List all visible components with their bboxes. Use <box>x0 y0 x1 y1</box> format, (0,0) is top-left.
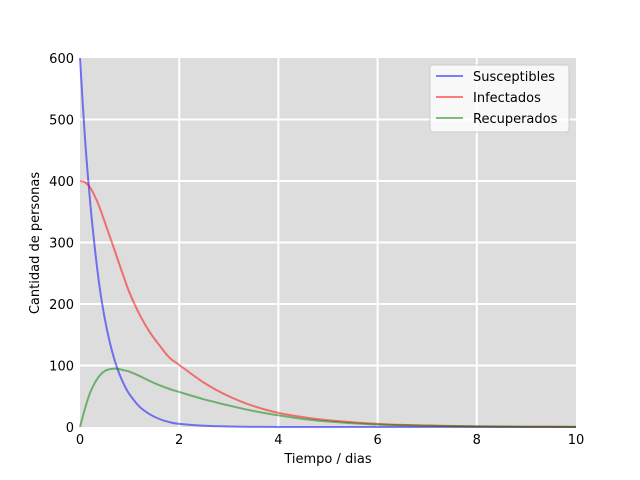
y-axis-label: Cantidad de personas <box>28 172 43 315</box>
x-tick-label: 2 <box>175 433 183 448</box>
x-tick-label: 8 <box>473 433 481 448</box>
legend-label: Recuperados <box>473 112 558 127</box>
y-tick-label: 100 <box>49 360 74 375</box>
series-line-susceptibles <box>79 57 576 429</box>
x-tick-label: 4 <box>274 433 282 448</box>
y-tick-label: 400 <box>49 175 74 190</box>
legend: Susceptibles Infectados Recuperados <box>429 64 570 133</box>
legend-label: Infectados <box>473 91 541 106</box>
x-tick-label: 6 <box>373 433 381 448</box>
y-tick-label: 300 <box>49 237 74 252</box>
y-tick-label: 600 <box>49 52 74 67</box>
x-tick-label: 0 <box>76 433 84 448</box>
y-tick-label: 0 <box>66 421 74 436</box>
legend-label: Susceptibles <box>473 70 555 85</box>
y-tick-label: 200 <box>49 298 74 313</box>
series-group <box>79 57 577 429</box>
x-tick-label: 10 <box>568 433 585 448</box>
series-line-recuperados <box>79 367 577 428</box>
y-tick-label: 500 <box>49 114 74 129</box>
x-axis-label: Tiempo / dias <box>283 452 371 467</box>
legend-box <box>429 64 570 133</box>
